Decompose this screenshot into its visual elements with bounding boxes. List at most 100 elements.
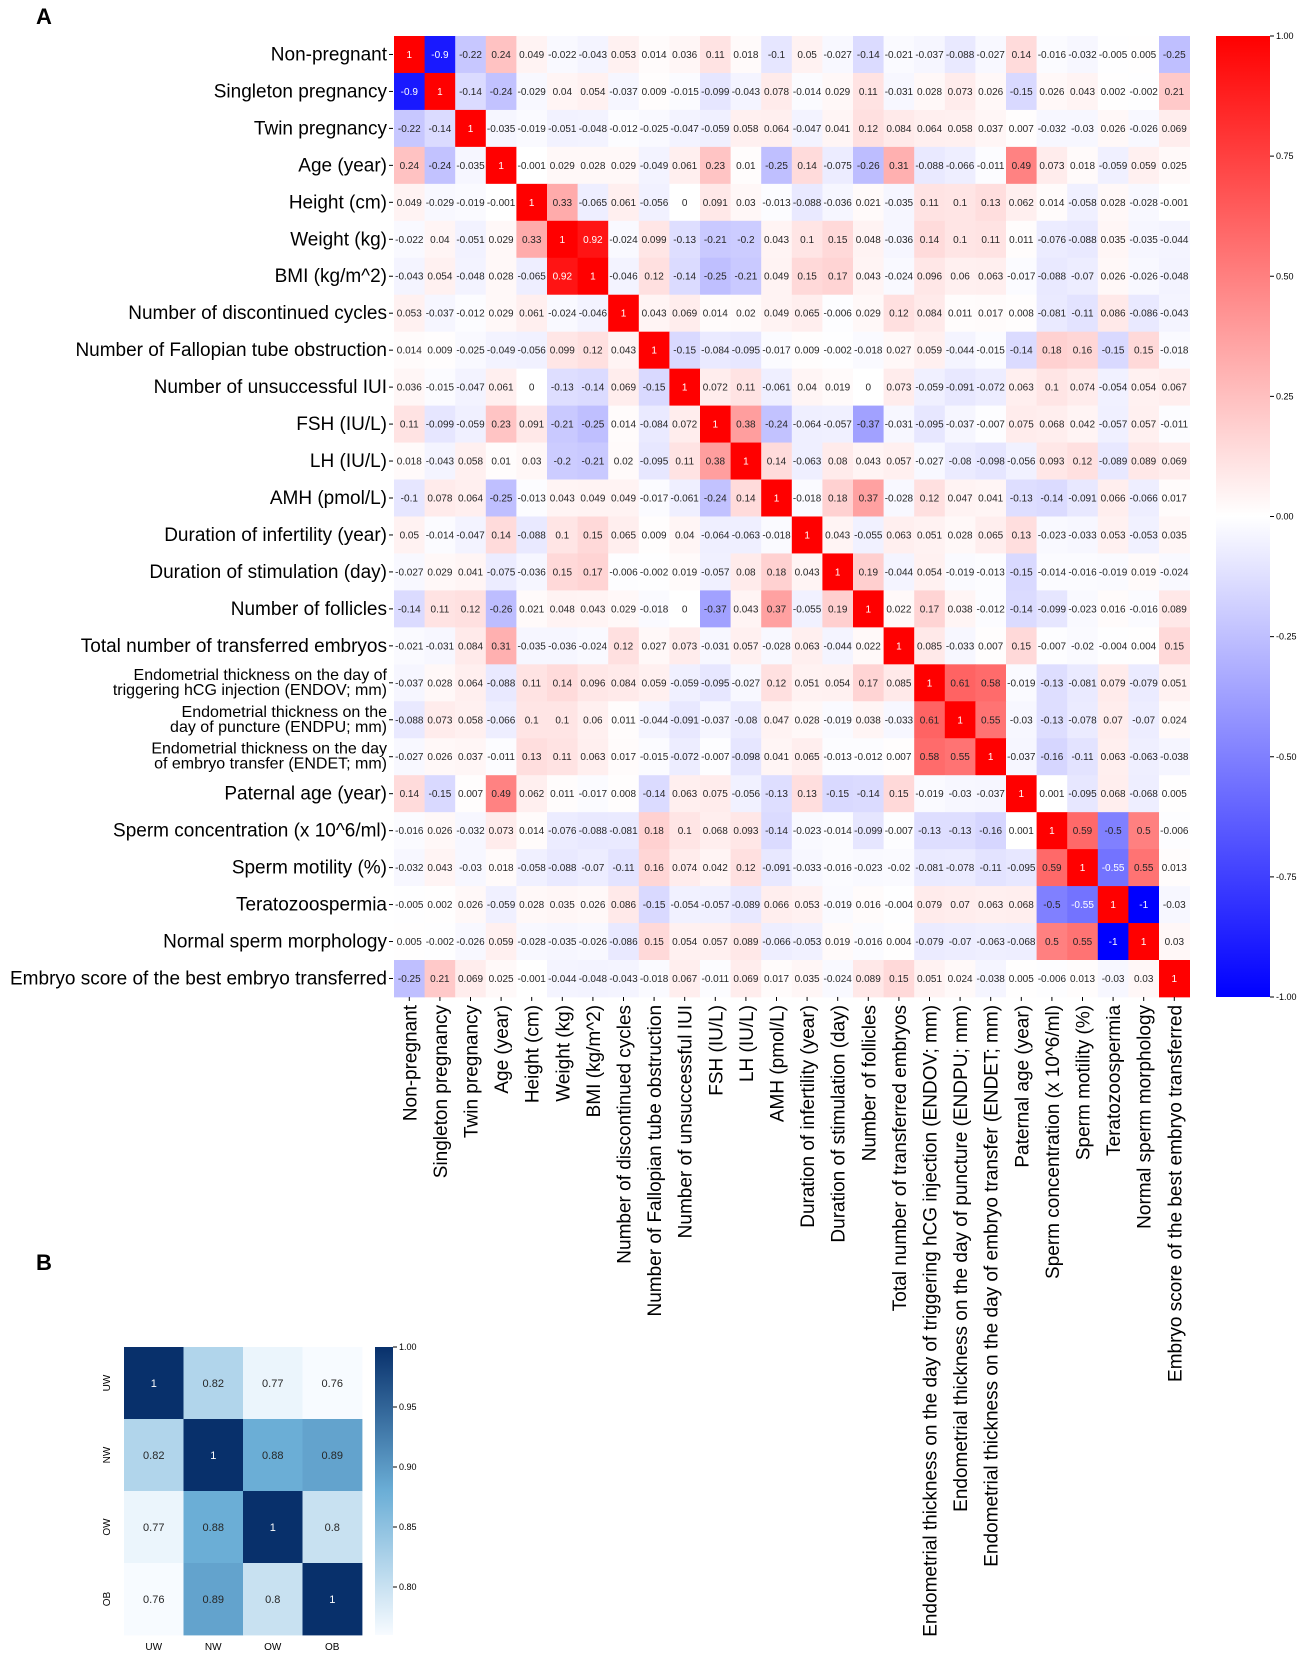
heat-a-cell-value: 0.043 xyxy=(733,604,758,615)
heat-a-cell-value: -0.018 xyxy=(640,974,669,985)
heat-a-cell xyxy=(944,923,976,961)
heat-a-cell xyxy=(1128,109,1160,148)
heat-a-cell xyxy=(975,701,1007,739)
heat-a-cell xyxy=(1159,627,1190,665)
heat-a-cell xyxy=(1067,72,1099,111)
row-label: AMH (pmol/L) xyxy=(270,488,387,509)
heat-a-cell xyxy=(730,146,762,185)
heat-a-cell xyxy=(761,109,793,148)
heat-a-cell-value: 0.55 xyxy=(1073,937,1093,948)
col-label: Number of discontinued cycles xyxy=(615,1005,636,1264)
heat-a-cell xyxy=(516,775,548,813)
heat-a-cell-value: -0.055 xyxy=(854,530,883,541)
heat-a-cell xyxy=(1128,849,1160,887)
heat-a-cell-value: 0.1 xyxy=(555,715,569,726)
heat-a-cell xyxy=(608,553,640,591)
heat-a-cell xyxy=(914,701,946,739)
heat-b-cell xyxy=(243,1563,303,1636)
heat-a-cell-value: -0.14 xyxy=(582,383,605,394)
heat-b-cell xyxy=(183,1563,244,1636)
heat-a-cell xyxy=(700,627,731,665)
heat-a-cell xyxy=(822,849,854,887)
heat-a-cell-value: 0.23 xyxy=(491,420,511,431)
heat-a-cell xyxy=(730,849,762,887)
heat-a-cell-value: -0.004 xyxy=(1099,641,1128,652)
heat-a-cell xyxy=(394,664,425,702)
heat-a-cell xyxy=(700,331,731,370)
row-label: Non-pregnant xyxy=(271,44,388,65)
heat-a-cell-value: 0.043 xyxy=(550,494,575,505)
heat-a-cell xyxy=(791,627,823,665)
heat-a-cell xyxy=(914,405,946,443)
heat-a-cell xyxy=(822,590,854,628)
heat-a-cell-value: 0.13 xyxy=(797,789,817,800)
col-label: Height (cm) xyxy=(523,1005,544,1103)
heat-a-cell-value: 0.04 xyxy=(430,235,450,246)
heat-a-cell-value: -0.13 xyxy=(1041,715,1064,726)
heat-a-cell-value: -0.25 xyxy=(582,420,605,431)
heat-a-cell xyxy=(638,257,670,296)
heat-a-cell-value: 0.043 xyxy=(764,235,789,246)
heat-a-cell xyxy=(455,516,487,554)
heat-b-cell xyxy=(124,1491,184,1564)
heat-a-cell-value: 0.086 xyxy=(611,900,636,911)
heat-a-cell-value: -0.099 xyxy=(1038,604,1067,615)
heat-a-cell-value: -0.038 xyxy=(1160,752,1189,763)
heat-a-cell xyxy=(394,479,425,517)
row-label-line: day of puncture (ENDPU; mm) xyxy=(170,719,387,736)
heat-a-cell-value: 0.054 xyxy=(917,567,942,578)
heat-a-cell xyxy=(944,368,976,406)
heat-a-cell xyxy=(485,849,517,887)
heat-a-cell-value: -0.13 xyxy=(918,826,941,837)
heat-a-cell xyxy=(761,220,793,259)
heat-a-cell-value: 0.55 xyxy=(981,715,1001,726)
heat-a-cell-value: 0.15 xyxy=(1165,641,1185,652)
heat-a-cell xyxy=(608,627,640,665)
heat-a-cell-value: 0.24 xyxy=(491,50,511,61)
heat-a-cell xyxy=(669,627,701,665)
heat-a-cell-value: -0.016 xyxy=(1130,604,1159,615)
heat-a-cell-value: -0.026 xyxy=(456,937,485,948)
heat-a-cell-value: -0.25 xyxy=(765,161,788,172)
heat-a-cell xyxy=(1097,294,1129,333)
heat-a-cell xyxy=(394,886,425,924)
heat-a-cell xyxy=(577,72,609,111)
heat-a-cell xyxy=(761,627,793,665)
heat-a-cell xyxy=(853,664,884,702)
heat-a-cell-value: -0.037 xyxy=(701,715,730,726)
heat-a-cell-value: 0.069 xyxy=(458,974,483,985)
heat-a-cell xyxy=(761,405,793,443)
heat-a-cell-value: -0.095 xyxy=(1007,863,1036,874)
heat-a-cell-value: -0.028 xyxy=(885,494,914,505)
heat-a-cell xyxy=(822,886,854,924)
heat-a-cell-value: 0.051 xyxy=(917,530,942,541)
heat-a-cell-value: 0.029 xyxy=(550,161,575,172)
heat-a-cell-value: 0.026 xyxy=(458,900,483,911)
heat-a-cell xyxy=(547,109,578,148)
heat-a-cell xyxy=(638,886,670,924)
heat-a-cell xyxy=(577,590,609,628)
heat-a-cell xyxy=(730,590,762,628)
heat-a-cell-value: 0.1 xyxy=(953,235,967,246)
heat-a-cell xyxy=(1006,479,1037,517)
heat-a-cell xyxy=(1097,72,1129,111)
heat-a-cell-value: -0.033 xyxy=(885,715,914,726)
heat-a-cell-value: -0.017 xyxy=(579,789,608,800)
heat-a-cell xyxy=(455,146,487,185)
heat-a-cell-value: 0.31 xyxy=(889,161,909,172)
heat-a-cell xyxy=(730,36,762,74)
heat-a-cell xyxy=(1159,294,1190,333)
heat-a-cell xyxy=(975,960,1007,998)
heat-a-cell-value: 0.068 xyxy=(703,826,728,837)
heat-a-cell-value: 0.03 xyxy=(1134,974,1154,985)
heat-a-cell xyxy=(791,146,823,185)
heat-a-cell-value: 1 xyxy=(468,124,474,135)
col-label: Sperm concentration (x 10^6/ml) xyxy=(1043,1005,1064,1279)
heat-a-cell-value: -0.016 xyxy=(824,863,853,874)
heat-a-cell xyxy=(944,627,976,665)
heat-a-cell xyxy=(394,442,425,480)
heat-a-cell-value: 0.042 xyxy=(1070,420,1095,431)
heat-a-cell xyxy=(853,590,884,628)
heat-a-cell xyxy=(1097,960,1129,998)
heat-a-cell-value: 0.15 xyxy=(889,974,909,985)
